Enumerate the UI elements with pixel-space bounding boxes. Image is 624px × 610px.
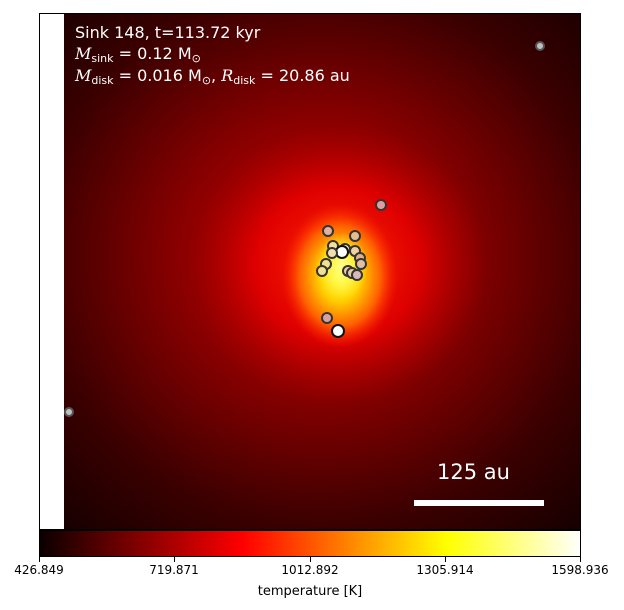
scale-bar [414, 500, 544, 506]
annotation-disk: Mdisk = 0.016 M⊙, Rdisk = 20.86 au [75, 66, 350, 87]
sink-marker [375, 199, 387, 211]
sink-marker [316, 265, 328, 277]
sink-particles [64, 41, 545, 417]
colorbar-tick-label: 1305.914 [416, 563, 474, 577]
colorbar-label: temperature [K] [257, 584, 363, 599]
sink-marker [64, 407, 74, 417]
blank-strip [40, 14, 64, 529]
sink-marker [535, 41, 545, 51]
colorbar-tick-label: 1012.892 [281, 563, 339, 577]
scale-bar-label: 125 au [437, 460, 510, 484]
sink-marker [326, 247, 338, 259]
annotation-sink-mass: Msink = 0.12 M⊙ [75, 44, 201, 65]
sink-marker [322, 225, 334, 237]
sink-marker [355, 258, 367, 270]
colorbar-tick [174, 557, 175, 562]
annotation-title: Sink 148, t=113.72 kyr [75, 23, 261, 42]
temperature-map: Sink 148, t=113.72 kyr Msink = 0.12 M⊙ M… [39, 13, 581, 530]
sink-marker [351, 269, 363, 281]
colorbar [39, 530, 581, 557]
colorbar-tick-label: 426.849 [14, 563, 64, 577]
colorbar-tick [445, 557, 446, 562]
sink-marker [349, 230, 361, 242]
colorbar-tick [39, 557, 40, 562]
sink-marker [331, 324, 345, 338]
colorbar-tick-label: 1598.936 [551, 563, 609, 577]
colorbar-tick [580, 557, 581, 562]
sink-marker [321, 312, 333, 324]
colorbar-tick [310, 557, 311, 562]
colorbar-tick-label: 719.871 [149, 563, 199, 577]
temperature-map-image [40, 14, 580, 529]
